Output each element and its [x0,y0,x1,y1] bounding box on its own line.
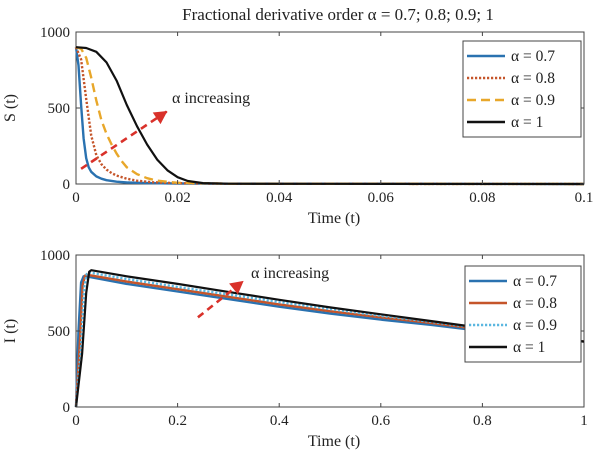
legend-label-2: α = 0.8 [511,70,555,87]
y-tick-label: 500 [48,101,71,117]
y-tick-label: 1000 [40,248,70,264]
y-tick-label: 500 [48,324,71,340]
series-line-2 [74,46,585,186]
x-axis-label: Time (t) [308,433,360,450]
x-tick-label: 0.02 [164,190,190,206]
x-tick-label: 0 [72,413,80,429]
legend-label-1: α = 0.7 [513,273,557,290]
legend-label-4: α = 1 [513,339,545,356]
y-axis-label: I (t) [2,319,19,343]
legend-label-2: α = 0.8 [513,295,557,312]
legend-label-4: α = 1 [511,114,543,131]
annotation-arrow-head [152,111,168,125]
x-tick-label: 0 [72,190,80,206]
y-tick-label: 0 [63,400,71,416]
x-tick-label: 0.8 [473,413,492,429]
legend-label-3: α = 0.9 [511,92,555,109]
legend-label-3: α = 0.9 [513,317,557,334]
x-tick-label: 1 [580,413,588,429]
x-tick-label: 0.2 [168,413,187,429]
chart-bottom: 0 0.2 0.4 0.6 0.8 1 0 500 1000 Time (t) I (t) α inc… [2,248,588,450]
y-tick-label: 1000 [40,25,70,41]
x-axis-label: Time (t) [308,210,360,227]
x-tick-label: 0.06 [368,190,395,206]
x-tick-label: 0.4 [270,413,289,429]
series-line-3 [75,46,585,186]
x-tick-label: 0.6 [371,413,390,429]
annotation-arrow-shaft [80,109,169,170]
figure-title: Fractional derivative order α = 0.7; 0.8… [182,5,494,24]
y-tick-label: 0 [63,177,71,193]
x-tick-label: 0.04 [266,190,293,206]
annotation-text: α increasing [172,90,250,107]
chart-top: 0 0.02 0.04 0.06 0.08 0.1 0 500 1000 Time (t) S (t… [2,25,593,227]
x-tick-label: 0.08 [469,190,495,206]
y-axis-label: S (t) [2,94,19,122]
series-line-4 [75,46,585,186]
annotation-text: α increasing [251,265,329,282]
legend-label-1: α = 0.7 [511,48,555,65]
x-tick-label: 0.1 [575,190,594,206]
annotation-arrow-head [229,280,244,295]
